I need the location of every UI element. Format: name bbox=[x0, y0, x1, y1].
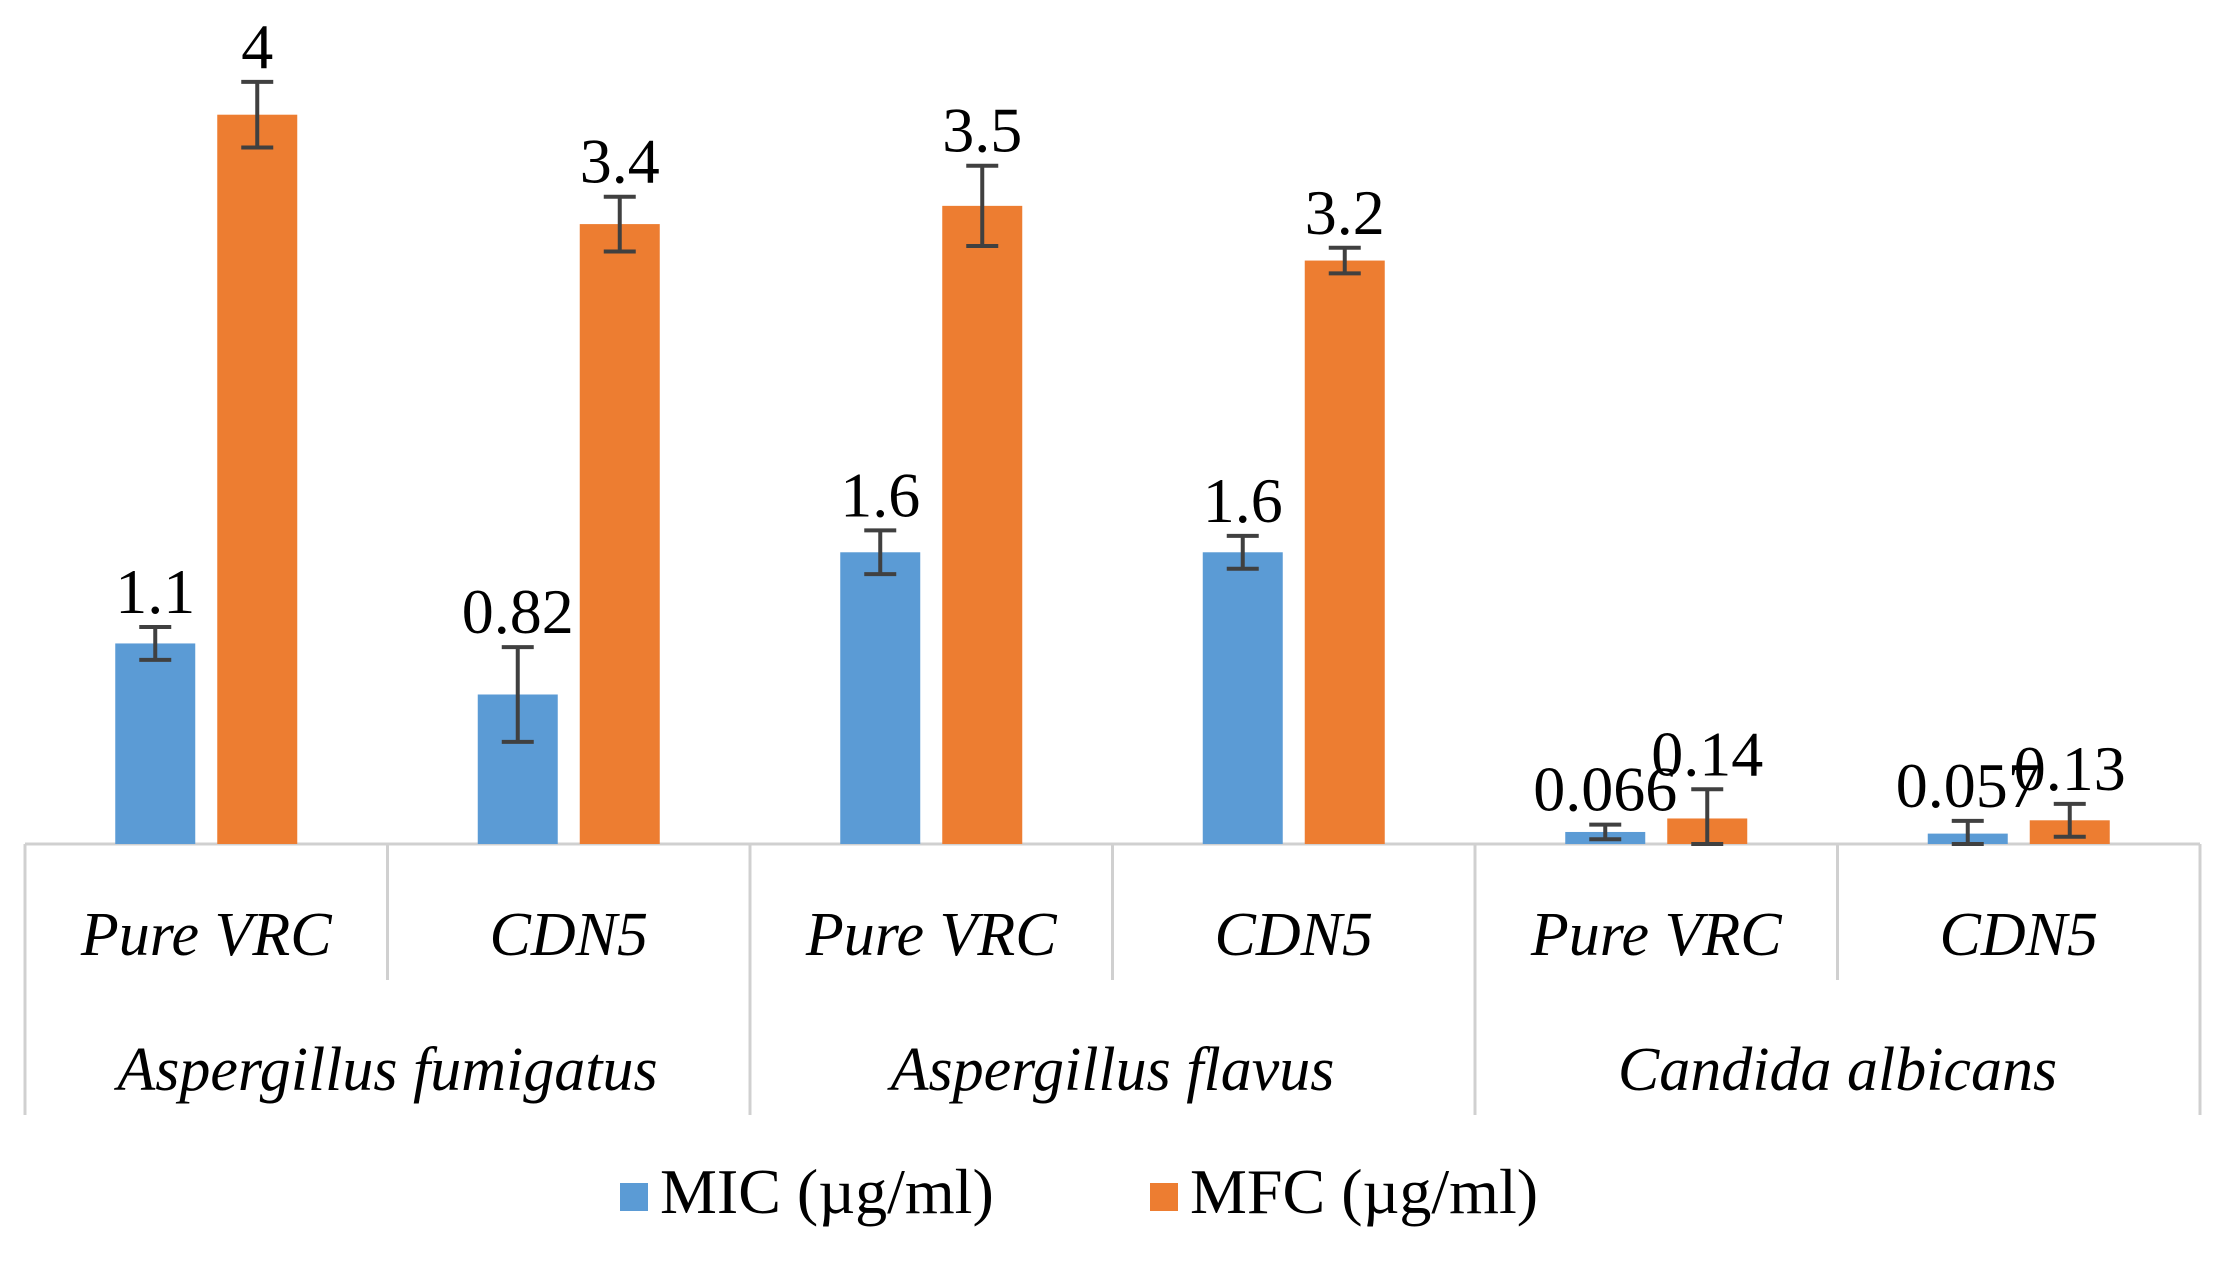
data-label: 0.82 bbox=[462, 576, 574, 647]
bar bbox=[1202, 552, 1283, 844]
data-label: 1.6 bbox=[1203, 465, 1283, 536]
category-label: CDN5 bbox=[1940, 901, 2098, 969]
data-label: 0.13 bbox=[2014, 733, 2126, 804]
group-label: Aspergillus fumigatus bbox=[113, 1036, 657, 1104]
data-label: 0.066 bbox=[1533, 754, 1677, 825]
error-bars bbox=[139, 79, 2086, 846]
category-labels: Pure VRC CDN5 Pure VRC CDN5 Pure VRC CDN5 Aspe… bbox=[80, 901, 2098, 1104]
data-label: 3.4 bbox=[580, 126, 660, 197]
group-label: Aspergillus flavus bbox=[887, 1036, 1335, 1104]
category-label: CDN5 bbox=[490, 901, 648, 969]
bar bbox=[942, 205, 1023, 844]
data-label: 3.2 bbox=[1305, 177, 1385, 248]
group-label: Candida albicans bbox=[1618, 1036, 2057, 1104]
data-label: 1.6 bbox=[840, 459, 920, 530]
data-label: 4 bbox=[241, 11, 273, 82]
data-label: 1.1 bbox=[115, 556, 195, 627]
legend-swatch bbox=[620, 1183, 648, 1211]
category-label: CDN5 bbox=[1215, 901, 1373, 969]
bar bbox=[840, 552, 921, 844]
legend: MIC (µg/ml) MFC (µg/ml) bbox=[620, 1156, 1538, 1227]
legend-label: MFC (µg/ml) bbox=[1190, 1156, 1538, 1227]
data-label: 0.14 bbox=[1651, 718, 1763, 789]
bars bbox=[115, 114, 2110, 845]
data-label: 3.5 bbox=[942, 95, 1022, 166]
legend-label: MIC (µg/ml) bbox=[660, 1156, 994, 1227]
bar bbox=[579, 224, 660, 844]
legend-swatch bbox=[1150, 1183, 1178, 1211]
category-label: Pure VRC bbox=[1530, 901, 1782, 969]
category-label: Pure VRC bbox=[805, 901, 1057, 969]
bar bbox=[115, 643, 196, 844]
category-label: Pure VRC bbox=[80, 901, 332, 969]
bar bbox=[217, 114, 298, 844]
bar bbox=[1304, 260, 1385, 845]
axis-grid bbox=[23, 842, 2202, 1115]
data-label: 0.057 bbox=[1896, 750, 2040, 821]
